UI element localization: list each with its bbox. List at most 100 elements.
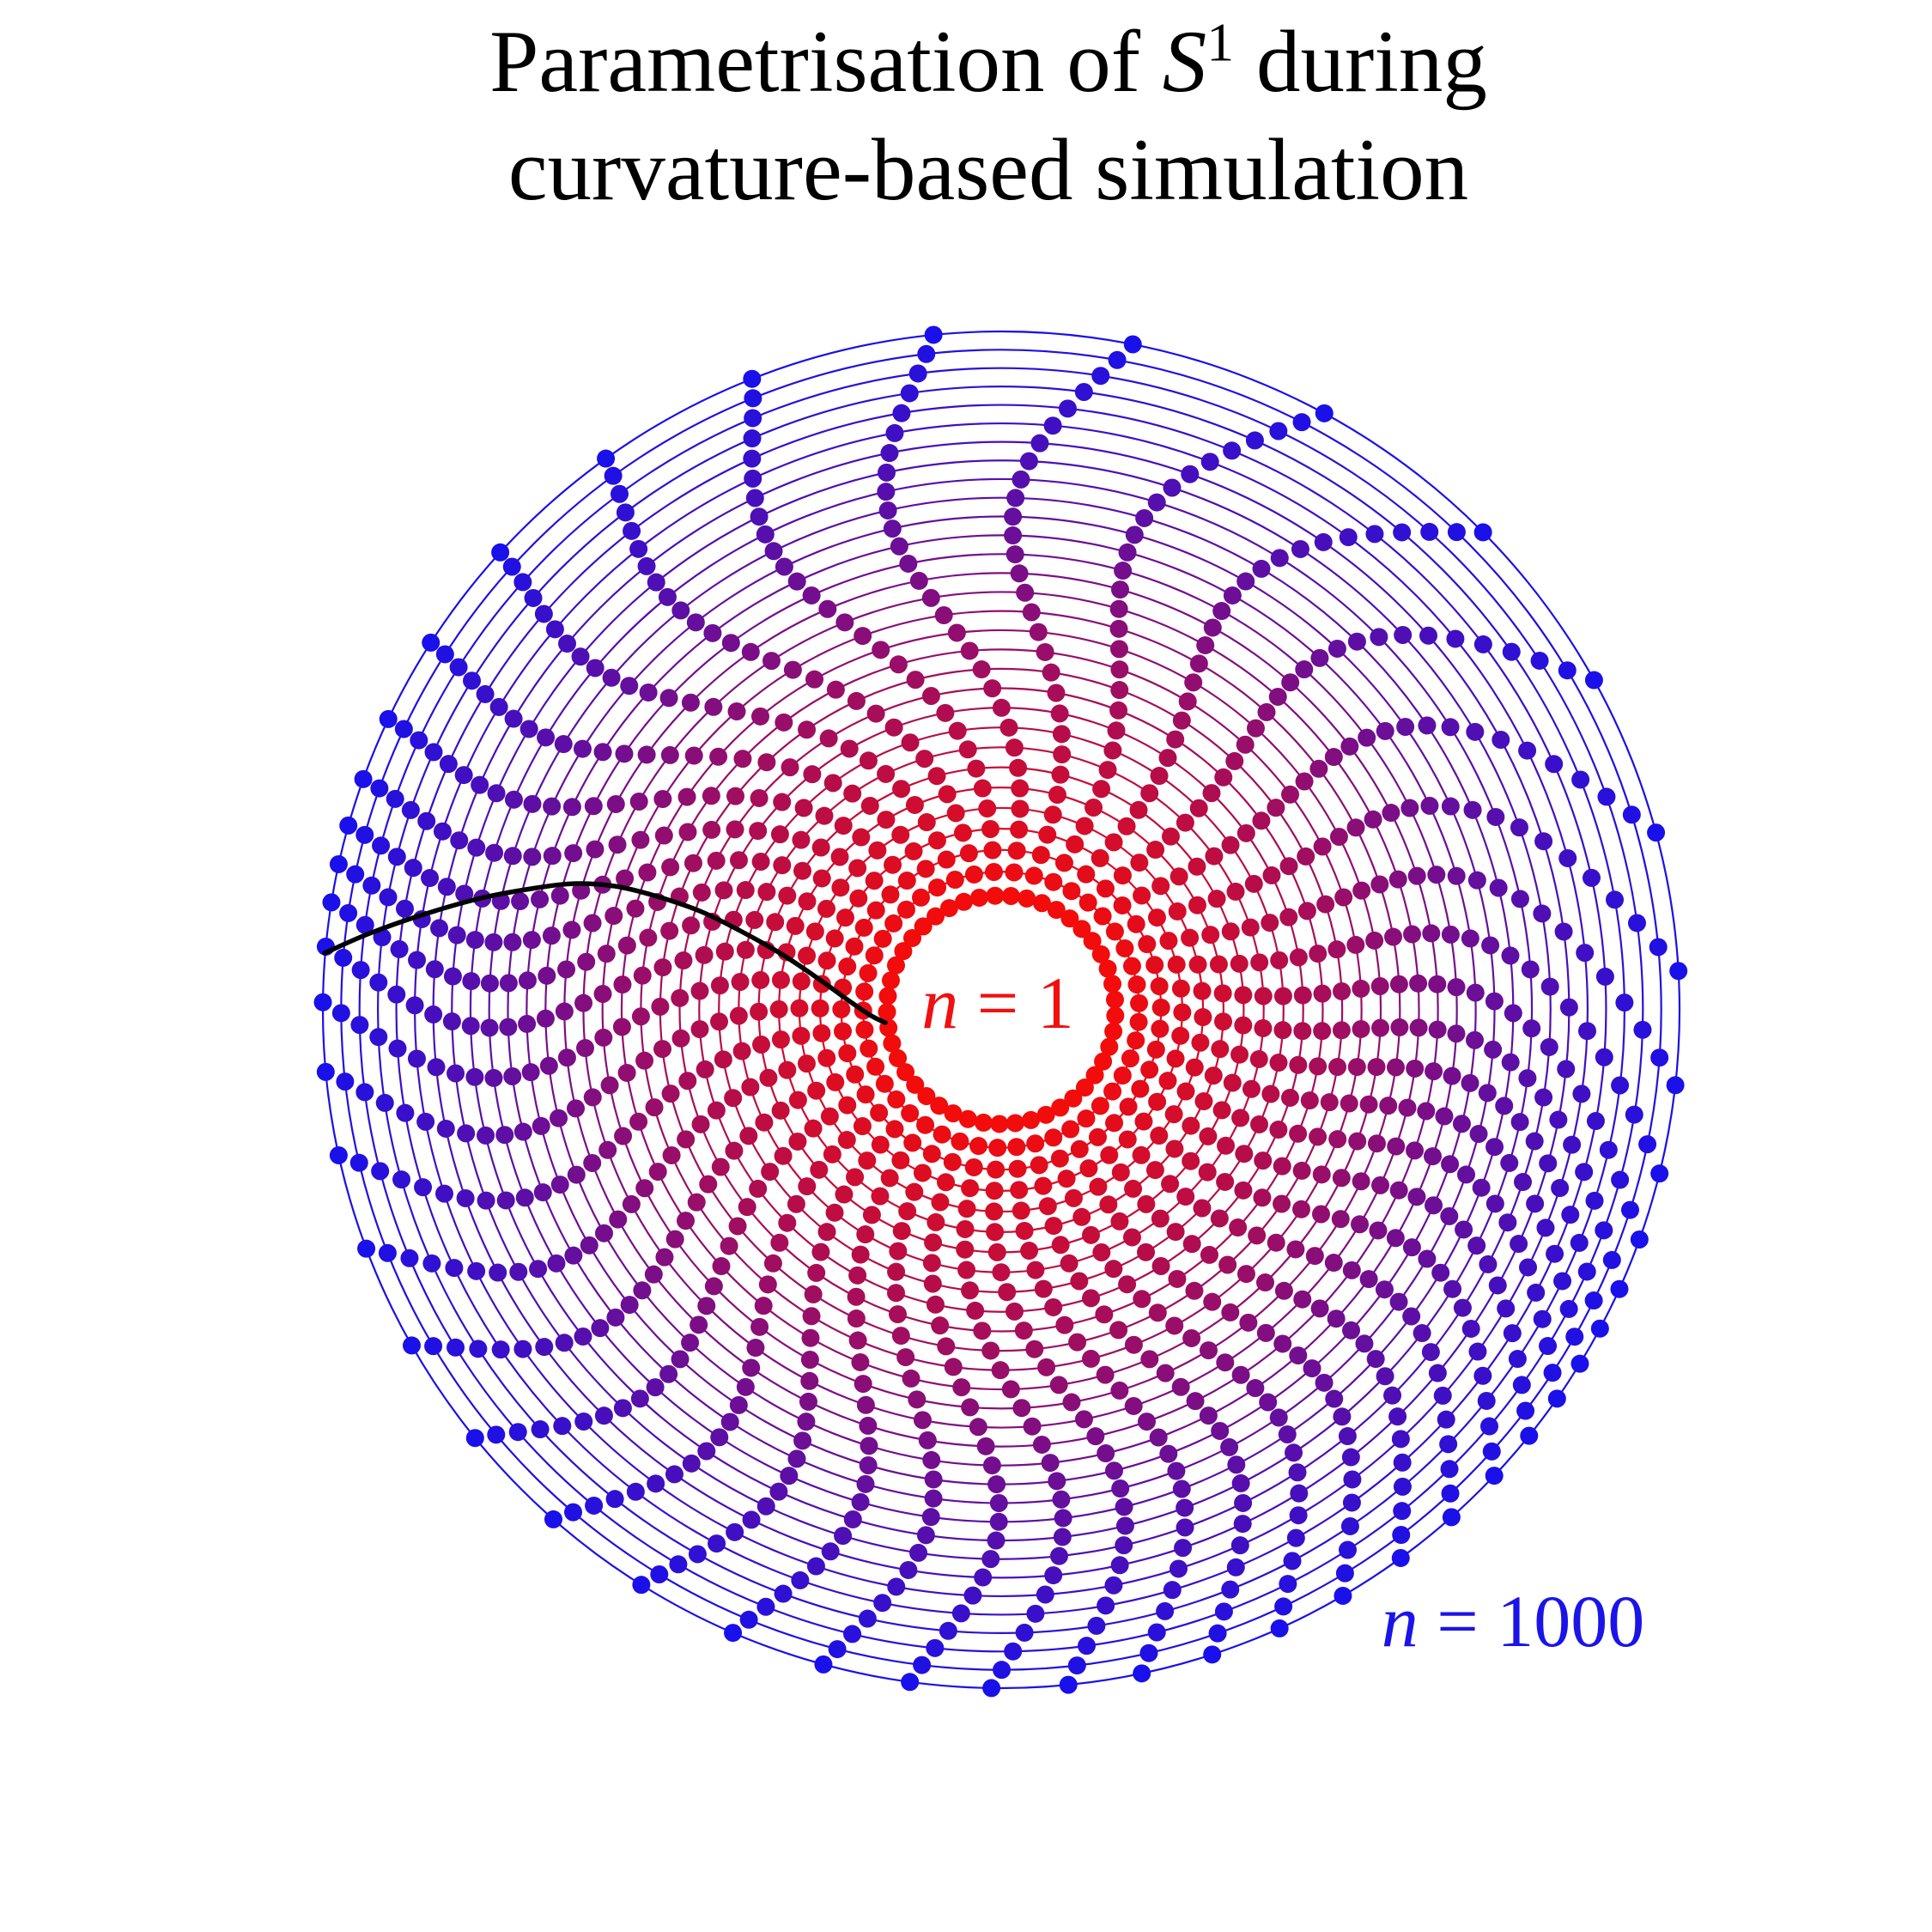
parametrisation-dot: [604, 466, 623, 485]
parametrisation-dot: [726, 820, 744, 839]
parametrisation-dot: [1117, 817, 1136, 835]
parametrisation-dot: [1259, 1393, 1278, 1412]
parametrisation-dot: [1328, 1130, 1347, 1149]
parametrisation-dot: [586, 659, 605, 677]
parametrisation-dot: [787, 1449, 806, 1468]
parametrisation-dot: [745, 489, 764, 507]
parametrisation-dot: [978, 799, 997, 818]
parametrisation-dot: [791, 1571, 810, 1589]
parametrisation-dot: [1440, 1206, 1459, 1225]
parametrisation-dot: [1512, 1376, 1531, 1394]
parametrisation-dot: [1053, 1528, 1072, 1546]
parametrisation-dot: [938, 785, 957, 804]
ring-circle: [395, 404, 1607, 1616]
parametrisation-dot: [1005, 545, 1024, 564]
parametrisation-dot: [513, 1340, 532, 1358]
parametrisation-dot: [629, 539, 648, 558]
parametrisation-dot: [598, 1140, 617, 1159]
parametrisation-dot: [550, 1176, 569, 1194]
parametrisation-dot: [712, 1257, 731, 1276]
parametrisation-dot: [1309, 759, 1328, 778]
parametrisation-dot: [1508, 1350, 1527, 1369]
parametrisation-dot: [1595, 967, 1614, 986]
parametrisation-dot: [1059, 1675, 1078, 1694]
parametrisation-dot: [984, 862, 1003, 881]
parametrisation-dot: [1104, 1260, 1123, 1279]
parametrisation-dot: [583, 1088, 602, 1107]
parametrisation-dot: [1340, 1516, 1359, 1535]
parametrisation-dot: [1584, 671, 1603, 690]
parametrisation-dot: [623, 521, 641, 540]
parametrisation-dot: [1070, 1272, 1089, 1291]
parametrisation-dot: [1393, 1477, 1412, 1496]
parametrisation-dot: [800, 1350, 819, 1369]
parametrisation-dot: [631, 1007, 650, 1026]
parametrisation-dot: [872, 641, 890, 659]
parametrisation-dot: [1396, 718, 1415, 737]
parametrisation-dot: [1196, 635, 1215, 654]
parametrisation-dot: [1230, 1045, 1249, 1064]
parametrisation-dot: [851, 1352, 870, 1371]
parametrisation-dot: [964, 865, 983, 884]
parametrisation-dot: [1074, 1410, 1093, 1429]
parametrisation-dot: [973, 779, 992, 798]
parametrisation-dot: [817, 1223, 836, 1242]
parametrisation-dot: [1620, 1200, 1639, 1219]
parametrisation-dot: [915, 750, 934, 769]
parametrisation-dot: [644, 1265, 663, 1284]
parametrisation-dot: [1346, 935, 1365, 954]
parametrisation-dot: [856, 1395, 875, 1414]
parametrisation-dot: [659, 1364, 678, 1383]
parametrisation-dot: [1383, 1386, 1402, 1405]
parametrisation-dot: [736, 1377, 755, 1396]
parametrisation-dot: [769, 1482, 788, 1501]
parametrisation-dot: [811, 999, 829, 1018]
parametrisation-dot: [1093, 907, 1112, 926]
parametrisation-dot: [1147, 1623, 1166, 1642]
parametrisation-dot: [930, 1097, 949, 1115]
parametrisation-dot: [1605, 890, 1624, 909]
parametrisation-dot: [937, 1337, 956, 1356]
parametrisation-dot: [1273, 1157, 1291, 1176]
parametrisation-dot: [630, 1389, 649, 1408]
parametrisation-dot: [917, 1087, 936, 1106]
parametrisation-dot: [849, 889, 868, 908]
parametrisation-dot: [1293, 1022, 1312, 1041]
parametrisation-dot: [1359, 1095, 1378, 1114]
parametrisation-dot: [917, 813, 936, 832]
parametrisation-dot: [521, 1063, 540, 1082]
parametrisation-dot: [989, 1512, 1008, 1531]
parametrisation-dot: [534, 605, 553, 623]
parametrisation-dot: [1105, 922, 1124, 941]
parametrisation-dot: [880, 1169, 899, 1188]
parametrisation-dot: [557, 960, 576, 979]
parametrisation-dot: [1630, 1230, 1649, 1249]
parametrisation-dot: [1171, 1026, 1190, 1045]
parametrisation-dot: [379, 888, 398, 907]
parametrisation-dot: [987, 1160, 1005, 1179]
parametrisation-dot: [566, 1099, 585, 1118]
parametrisation-dot: [1185, 1058, 1204, 1077]
parametrisation-dot: [1461, 929, 1479, 948]
parametrisation-dot: [770, 825, 789, 844]
parametrisation-dot: [1570, 1233, 1589, 1252]
parametrisation-dot: [1221, 1580, 1240, 1599]
parametrisation-dot: [436, 1119, 455, 1138]
parametrisation-dot: [1383, 927, 1402, 946]
parametrisation-dot: [972, 660, 991, 679]
parametrisation-dot: [733, 750, 752, 769]
parametrisation-dot: [1254, 987, 1273, 1005]
parametrisation-dot: [1138, 935, 1157, 954]
parametrisation-dot: [487, 784, 506, 803]
parametrisation-dot: [1561, 1206, 1580, 1224]
parametrisation-dot: [1044, 1566, 1063, 1585]
parametrisation-dot: [1391, 1548, 1410, 1567]
parametrisation-dot: [1036, 1105, 1055, 1124]
parametrisation-dot: [909, 1543, 928, 1562]
parametrisation-dot: [1402, 1238, 1421, 1257]
parametrisation-dot: [567, 1165, 586, 1184]
parametrisation-dot: [616, 503, 635, 522]
parametrisation-dot: [661, 858, 680, 877]
parametrisation-dot: [1010, 564, 1029, 583]
parametrisation-dot: [461, 1017, 480, 1036]
